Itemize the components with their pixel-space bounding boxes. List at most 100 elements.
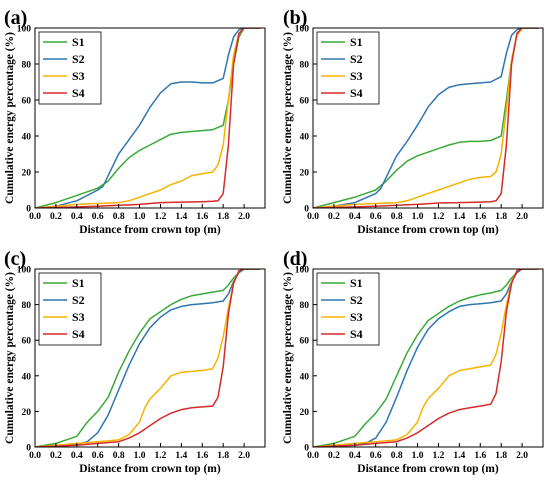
legend-box: [316, 31, 380, 105]
y-axis-title: Cumulative energy percentage (%): [282, 32, 294, 204]
x-tick-label: 1.6: [196, 451, 208, 461]
legend-label-s4: S4: [72, 327, 85, 341]
series-line-s4: [35, 28, 261, 208]
plot-frame: [34, 268, 266, 448]
y-tick-label: 80: [300, 301, 310, 311]
legend-box: [38, 272, 102, 346]
y-tick-label: 80: [300, 61, 310, 71]
x-tick-label: 1.8: [217, 451, 229, 461]
x-tick-label: 0.6: [92, 451, 104, 461]
y-axis-title: Cumulative energy percentage (%): [4, 272, 16, 444]
x-tick-label: 0.4: [71, 451, 83, 461]
y-tick-label: 100: [295, 266, 310, 276]
x-tick-label: 1.8: [495, 451, 507, 461]
y-tick-label: 60: [22, 337, 32, 347]
x-tick-label: 1.2: [155, 451, 167, 461]
x-tick-label: 0.2: [328, 451, 340, 461]
series-line-s1: [313, 269, 539, 447]
x-tick-label: 1.4: [175, 451, 187, 461]
legend: S1 S2 S3 S4: [316, 272, 380, 346]
x-axis-title: Distance from crown top (m): [79, 224, 221, 236]
legend-label-s3: S3: [72, 69, 85, 83]
panel-label: (a): [4, 7, 27, 29]
y-tick-label: 80: [22, 301, 32, 311]
x-tick-label: 2.0: [238, 212, 250, 222]
series-line-s3: [35, 28, 261, 208]
panel-label: (b): [283, 7, 307, 29]
y-tick-label: 100: [17, 266, 32, 276]
legend-label-s2: S2: [72, 52, 85, 66]
x-axis-title: Distance from crown top (m): [79, 463, 221, 475]
y-tick-label: 60: [22, 97, 32, 107]
chart-panel-b: (b) 0.0 0.2 0.4 0.6 0.8 1.0 1.2 1.4 1.6 1.8 2.0 0 20 4…: [282, 7, 544, 236]
plot-frame: [34, 27, 266, 209]
x-tick-label: 0.8: [113, 212, 125, 222]
x-tick-label: 1.6: [196, 212, 208, 222]
x-tick-label: 1.2: [433, 451, 445, 461]
x-axis-title: Distance from crown top (m): [357, 224, 499, 236]
y-tick-label: 0: [26, 444, 31, 454]
y-tick-label: 60: [300, 97, 310, 107]
legend-label-s2: S2: [72, 293, 85, 307]
legend-box: [316, 272, 380, 346]
x-tick-label: 1.4: [453, 212, 465, 222]
legend: S1 S2 S3 S4: [38, 31, 102, 105]
chart-panel-d: (d) 0.0 0.2 0.4 0.6 0.8 1.0 1.2 1.4 1.6 1.8 2.0 0 20 4…: [282, 248, 544, 475]
y-axis-title: Cumulative energy percentage (%): [282, 272, 294, 444]
x-axis-title: Distance from crown top (m): [357, 463, 499, 475]
legend-label-s2: S2: [350, 52, 363, 66]
legend-label-s3: S3: [350, 69, 363, 83]
y-tick-label: 40: [300, 372, 310, 382]
series-line-s2: [313, 28, 539, 208]
x-tick-label: 0.4: [71, 212, 83, 222]
x-tick-label: 1.0: [412, 212, 424, 222]
x-tick-label: 0.6: [92, 212, 104, 222]
x-tick-label: 1.4: [175, 212, 187, 222]
panel-label: (c): [4, 248, 26, 270]
x-tick-label: 0.4: [349, 451, 361, 461]
legend-label-s1: S1: [72, 35, 85, 49]
x-tick-label: 0.2: [328, 212, 340, 222]
series-line-s4: [35, 269, 261, 447]
x-tick-label: 0.8: [391, 212, 403, 222]
legend-box: [38, 31, 102, 105]
legend-label-s1: S1: [350, 276, 363, 290]
x-tick-label: 0.0: [307, 451, 319, 461]
y-tick-label: 80: [22, 61, 32, 71]
x-tick-label: 1.6: [474, 212, 486, 222]
x-tick-label: 1.2: [155, 212, 167, 222]
x-tick-label: 0.6: [370, 212, 382, 222]
x-tick-label: 2.0: [238, 451, 250, 461]
legend-label-s1: S1: [72, 276, 85, 290]
y-axis-title: Cumulative energy percentage (%): [4, 32, 16, 204]
y-tick-label: 40: [22, 133, 32, 143]
x-tick-label: 0.0: [29, 451, 41, 461]
x-tick-label: 2.0: [516, 212, 528, 222]
y-tick-label: 0: [304, 205, 309, 215]
plot-frame: [312, 27, 544, 209]
x-tick-label: 0.0: [307, 212, 319, 222]
x-tick-label: 0.2: [50, 451, 62, 461]
x-tick-label: 1.0: [134, 212, 146, 222]
y-tick-label: 0: [304, 444, 309, 454]
x-tick-label: 0.4: [349, 212, 361, 222]
x-tick-label: 0.8: [113, 451, 125, 461]
series-line-s4: [313, 269, 539, 447]
y-tick-label: 0: [26, 205, 31, 215]
x-tick-label: 0.2: [50, 212, 62, 222]
y-tick-label: 20: [300, 169, 310, 179]
legend-label-s3: S3: [72, 310, 85, 324]
legend-label-s2: S2: [350, 293, 363, 307]
series-line-s4: [313, 28, 539, 208]
legend: S1 S2 S3 S4: [316, 31, 380, 105]
chart-panel-c: (c) 0.0 0.2 0.4 0.6 0.8 1.0 1.2 1.4 1.6 1.8 2.0 0 20 4…: [4, 248, 266, 475]
y-tick-label: 40: [300, 133, 310, 143]
legend-label-s4: S4: [350, 86, 363, 100]
x-tick-label: 0.0: [29, 212, 41, 222]
x-tick-label: 1.2: [433, 212, 445, 222]
legend-label-s4: S4: [350, 327, 363, 341]
y-tick-label: 60: [300, 337, 310, 347]
panel-label: (d): [283, 248, 307, 270]
y-tick-label: 20: [22, 408, 32, 418]
